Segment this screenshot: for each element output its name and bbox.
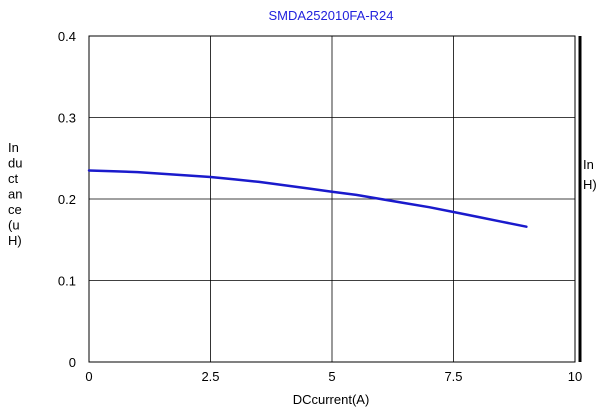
x-axis-label: DCcurrent(A) <box>293 392 370 407</box>
series-line <box>87 169 528 228</box>
y-axis-label-line: ce <box>8 202 22 217</box>
y-axis-label-line: ct <box>8 171 19 186</box>
y-tick-label: 0.2 <box>58 192 76 207</box>
y-tick-label: 0.1 <box>58 274 76 289</box>
y-tick-label: 0 <box>69 355 76 370</box>
y-axis-label-line: H) <box>8 233 22 248</box>
x-tick-label: 7.5 <box>444 369 462 384</box>
plot-area-border <box>88 35 576 363</box>
x-tick-labels: 0 2.5 5 7.5 10 <box>85 369 582 384</box>
x-tick-label: 2.5 <box>201 369 219 384</box>
y-axis-label-right-line: In <box>583 157 594 172</box>
y-axis-label-line: du <box>8 156 22 171</box>
y-tick-labels: 0 0.1 0.2 0.3 0.4 <box>58 29 76 370</box>
y-axis-label-right-line: H) <box>583 177 597 192</box>
series-layer <box>87 169 528 228</box>
y-axis-label-line: (u <box>8 218 20 233</box>
plot-frame <box>88 35 582 363</box>
y-axis-label-line: In <box>8 140 19 155</box>
y-tick-label: 0.4 <box>58 29 76 44</box>
grid-lines <box>88 35 576 363</box>
x-tick-label: 0 <box>85 369 92 384</box>
y-tick-label: 0.3 <box>58 111 76 126</box>
x-tick-label: 10 <box>568 369 582 384</box>
chart-title: SMDA252010FA-R24 <box>268 8 393 23</box>
y-axis-label-right-fragment: In H) <box>583 157 597 192</box>
x-tick-label: 5 <box>328 369 335 384</box>
y-axis-label-line: an <box>8 187 22 202</box>
